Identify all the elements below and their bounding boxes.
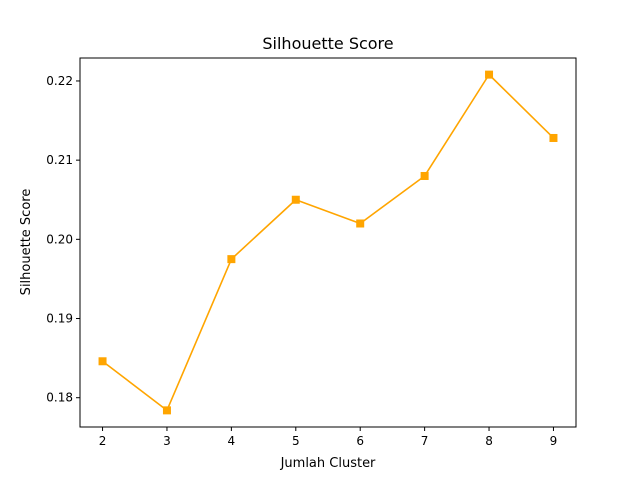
x-tick-label: 9: [550, 434, 558, 448]
data-point-marker: [227, 255, 236, 264]
data-point-marker: [98, 357, 107, 366]
y-tick-label: 0.19: [46, 312, 73, 326]
y-axis-label: Silhouette Score: [19, 189, 34, 296]
data-point-marker: [356, 219, 365, 228]
data-point-marker: [485, 70, 494, 79]
x-tick-label: 3: [163, 434, 171, 448]
data-point-marker: [162, 406, 171, 415]
x-tick-label: 7: [421, 434, 429, 448]
x-tick-label: 2: [99, 434, 107, 448]
axes-frame: [79, 57, 577, 428]
y-tick-label: 0.22: [46, 74, 73, 88]
chart-title: Silhouette Score: [262, 34, 393, 53]
x-axis-label: Jumlah Cluster: [280, 456, 376, 471]
x-tick-label: 5: [292, 434, 300, 448]
x-tick-label: 8: [485, 434, 493, 448]
y-tick-label: 0.20: [46, 232, 73, 246]
data-point-marker: [420, 171, 429, 180]
x-tick-label: 6: [356, 434, 364, 448]
plot-area: [98, 70, 558, 415]
y-tick-label: 0.21: [46, 153, 73, 167]
data-point-marker: [549, 133, 558, 142]
data-point-marker: [291, 195, 300, 204]
y-tick-label: 0.18: [46, 391, 73, 405]
series-line: [102, 73, 555, 412]
x-tick-label: 4: [228, 434, 236, 448]
